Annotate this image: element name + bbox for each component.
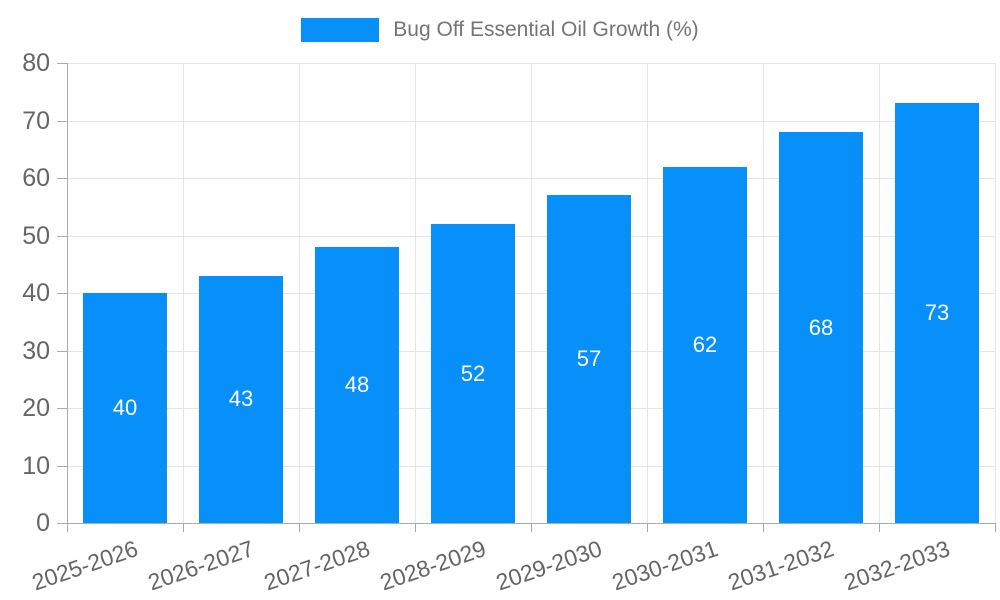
x-axis-tick — [763, 523, 764, 532]
y-axis-tick — [57, 293, 67, 294]
y-tick-label: 20 — [22, 394, 50, 422]
y-axis-tick — [57, 350, 67, 352]
x-axis-tick — [879, 523, 880, 532]
horizontal-gridline — [67, 120, 995, 122]
horizontal-gridline — [67, 350, 995, 352]
y-axis-tick — [57, 523, 67, 524]
legend-swatch — [301, 18, 380, 42]
horizontal-gridline — [67, 63, 995, 64]
y-tick-label: 50 — [22, 221, 50, 250]
x-tick-label: 2029-2030 — [492, 535, 606, 596]
bar[interactable] — [83, 293, 167, 523]
bar-value-label: 48 — [344, 372, 370, 397]
x-axis-tick — [647, 523, 648, 532]
y-axis-tick — [57, 63, 67, 64]
y-axis-tick — [57, 235, 67, 237]
x-tick-label: 2028-2029 — [376, 535, 490, 596]
bar[interactable] — [547, 195, 631, 523]
bar[interactable] — [895, 103, 979, 523]
y-tick-label: 10 — [22, 451, 50, 480]
horizontal-gridline — [67, 465, 995, 467]
y-tick-label: 40 — [22, 279, 50, 307]
y-axis-tick — [57, 178, 67, 179]
x-tick-label: 2032-2033 — [840, 535, 954, 596]
x-axis-tick — [531, 523, 532, 532]
y-axis-tick — [57, 465, 67, 467]
chart-legend[interactable]: Bug Off Essential Oil Growth (%) — [0, 18, 1000, 42]
y-tick-label: 30 — [22, 336, 50, 365]
x-tick-label: 2027-2028 — [260, 535, 374, 596]
y-tick-label: 60 — [22, 164, 50, 192]
bar-value-label: 68 — [808, 314, 834, 340]
y-tick-label: 70 — [22, 106, 50, 135]
bar[interactable] — [199, 275, 283, 523]
bar[interactable] — [779, 132, 863, 523]
x-axis-tick — [183, 523, 184, 532]
x-tick-label: 2031-2032 — [724, 535, 838, 596]
x-axis-tick — [995, 523, 996, 532]
bar-value-label: 62 — [692, 331, 718, 357]
x-axis-tick — [299, 523, 300, 532]
y-tick-label: 80 — [22, 49, 50, 77]
bar-value-label: 52 — [460, 360, 486, 386]
bar[interactable] — [315, 247, 399, 523]
bar-value-label: 73 — [924, 300, 950, 326]
horizontal-gridline — [67, 293, 995, 294]
y-axis-tick — [57, 120, 67, 122]
y-axis-tick — [57, 408, 67, 409]
horizontal-gridline — [67, 178, 995, 179]
bar-value-label: 57 — [576, 346, 602, 372]
x-axis-tick — [415, 523, 416, 532]
bar-value-label: 40 — [112, 395, 138, 420]
x-tick-label: 2030-2031 — [608, 535, 722, 596]
vertical-gridline — [995, 63, 996, 523]
x-tick-label: 2026-2027 — [144, 535, 258, 596]
bar[interactable] — [431, 224, 515, 523]
x-tick-label: 2025-2026 — [28, 535, 142, 596]
bar[interactable] — [663, 166, 747, 523]
legend-label: Bug Off Essential Oil Growth (%) — [393, 18, 699, 41]
horizontal-gridline — [67, 408, 995, 409]
x-axis-tick — [67, 523, 68, 532]
bar-value-label: 43 — [228, 386, 254, 412]
y-axis-line — [67, 63, 68, 523]
y-tick-label: 0 — [36, 509, 50, 537]
horizontal-gridline — [67, 235, 995, 237]
